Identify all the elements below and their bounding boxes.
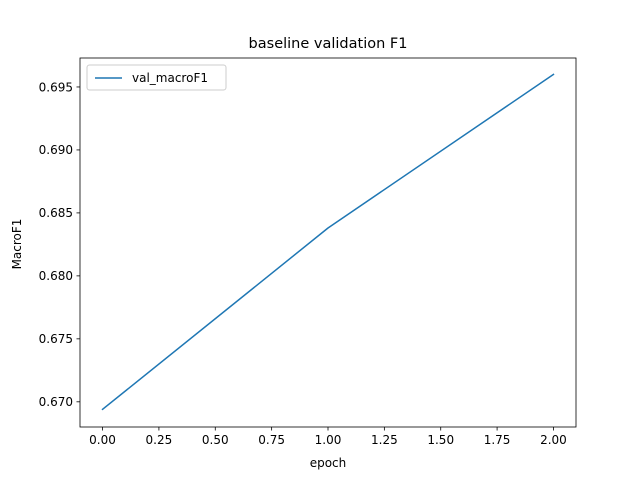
series-line-val_macroF1 bbox=[101, 73, 555, 411]
y-tick-label: 0.680 bbox=[39, 269, 73, 283]
y-tick-label: 0.670 bbox=[39, 395, 73, 409]
axes-frame bbox=[79, 57, 577, 428]
x-tick-label: 0.00 bbox=[89, 433, 116, 447]
plot-area: 0.00 0.25 0.50 0.75 1.00 1.25 1.50 1.75 2.00 0.67… bbox=[39, 57, 577, 447]
legend: val_macroF1 bbox=[86, 64, 227, 91]
x-tick-label: 0.50 bbox=[202, 433, 229, 447]
y-axis-label: MacroF1 bbox=[10, 219, 24, 270]
x-tick-label: 2.00 bbox=[540, 433, 567, 447]
x-tick-label: 0.75 bbox=[258, 433, 285, 447]
y-tick-label: 0.675 bbox=[39, 332, 73, 346]
x-tick-label: 1.25 bbox=[371, 433, 398, 447]
legend-label: val_macroF1 bbox=[132, 71, 208, 85]
x-axis-label: epoch bbox=[310, 456, 347, 470]
y-tick-label: 0.685 bbox=[39, 206, 73, 220]
x-tick-label: 1.75 bbox=[484, 433, 511, 447]
legend-box bbox=[86, 64, 227, 91]
x-tick-label: 1.50 bbox=[427, 433, 454, 447]
chart-title: baseline validation F1 bbox=[249, 36, 408, 52]
x-tick-label: 1.00 bbox=[315, 433, 342, 447]
x-tick-label: 0.25 bbox=[146, 433, 173, 447]
y-tick-label: 0.695 bbox=[39, 80, 73, 94]
y-tick-label: 0.690 bbox=[39, 143, 73, 157]
